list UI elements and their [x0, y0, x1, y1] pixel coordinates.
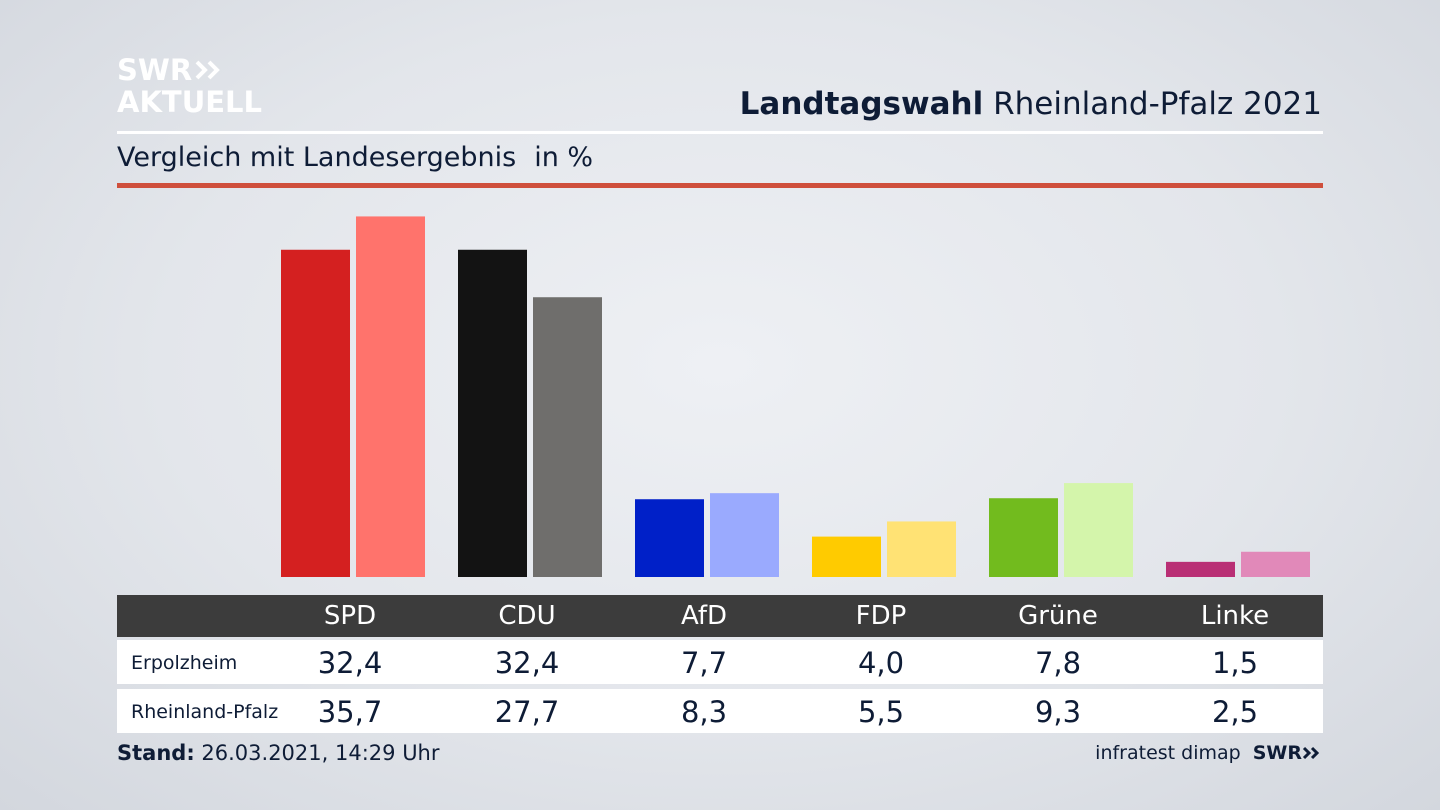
bar-chart [281, 216, 1310, 577]
value-cell: 32,4 [494, 646, 560, 680]
bar-fdp-state [887, 521, 956, 577]
table-row: Erpolzheim 32,4 32,4 7,7 4,0 7,8 1,5 [117, 640, 1323, 684]
bar-afd-state [710, 493, 779, 577]
results-table: SPD CDU AfD FDP Grüne Linke Erpolzheim 3… [117, 595, 1323, 733]
value-cell: 27,7 [494, 695, 560, 729]
value-cell: 9,3 [1034, 695, 1082, 729]
value-cell: 5,5 [857, 695, 905, 729]
value-cell: 32,4 [317, 646, 383, 680]
chart-subtitle: Vergleich mit Landesergebnis in % [117, 142, 593, 173]
double-chevron-icon [1302, 746, 1320, 760]
party-header-afd: AfD [680, 601, 728, 631]
page-title: Landtagswahl Rheinland-Pfalz 2021 [740, 86, 1322, 122]
logo-text-aktuell: AKTUELL [117, 85, 263, 119]
bar-gruene-local [989, 498, 1058, 577]
value-cell: 7,8 [1034, 646, 1082, 680]
swr-aktuell-logo: SWR AKTUELL [117, 54, 262, 118]
timestamp: Stand: 26.03.2021, 14:29 Uhr [117, 741, 440, 765]
bar-fdp-local [812, 536, 881, 577]
table-header-row: SPD CDU AfD FDP Grüne Linke [117, 595, 1323, 637]
value-cell: 4,0 [857, 646, 905, 680]
party-header-gruene: Grüne [1018, 601, 1098, 631]
row-label: Erpolzheim [131, 652, 238, 674]
subtitle-unit: in % [534, 142, 594, 173]
accent-divider [117, 183, 1323, 188]
value-cell: 1,5 [1211, 646, 1259, 680]
value-cell: 8,3 [680, 695, 728, 729]
source-text: infratest dimap [1095, 742, 1241, 764]
value-cell: 35,7 [317, 695, 383, 729]
bar-cdu-state [533, 297, 602, 577]
subtitle-text: Vergleich mit Landesergebnis [117, 142, 517, 173]
title-bold: Landtagswahl [739, 86, 984, 122]
party-header-cdu: CDU [498, 601, 556, 631]
stand-label: Stand: [117, 741, 195, 765]
logo-text-swr: SWR [117, 53, 193, 87]
bar-gruene-state [1064, 483, 1133, 577]
value-cell: 2,5 [1211, 695, 1259, 729]
swr-small-logo: SWR [1253, 742, 1322, 764]
stand-value: 26.03.2021, 14:29 Uhr [201, 741, 440, 765]
title-rest: Rheinland-Pfalz 2021 [993, 86, 1322, 122]
swr-small-text: SWR [1252, 742, 1302, 764]
party-header-fdp: FDP [855, 601, 907, 631]
source-credit: infratest dimap SWR [1095, 742, 1322, 764]
party-header-linke: Linke [1200, 601, 1270, 631]
bar-cdu-local [458, 249, 527, 577]
bar-linke-state [1241, 551, 1310, 577]
value-cell: 7,7 [680, 646, 728, 680]
party-header-spd: SPD [323, 601, 377, 631]
bar-afd-local [635, 499, 704, 577]
double-chevron-icon [195, 60, 223, 80]
bar-linke-local [1166, 561, 1235, 577]
header-divider [117, 131, 1323, 134]
bar-spd-state [356, 216, 425, 577]
bar-spd-local [281, 249, 350, 577]
table-row: Rheinland-Pfalz 35,7 27,7 8,3 5,5 9,3 2,… [117, 689, 1323, 733]
row-label: Rheinland-Pfalz [131, 701, 279, 723]
